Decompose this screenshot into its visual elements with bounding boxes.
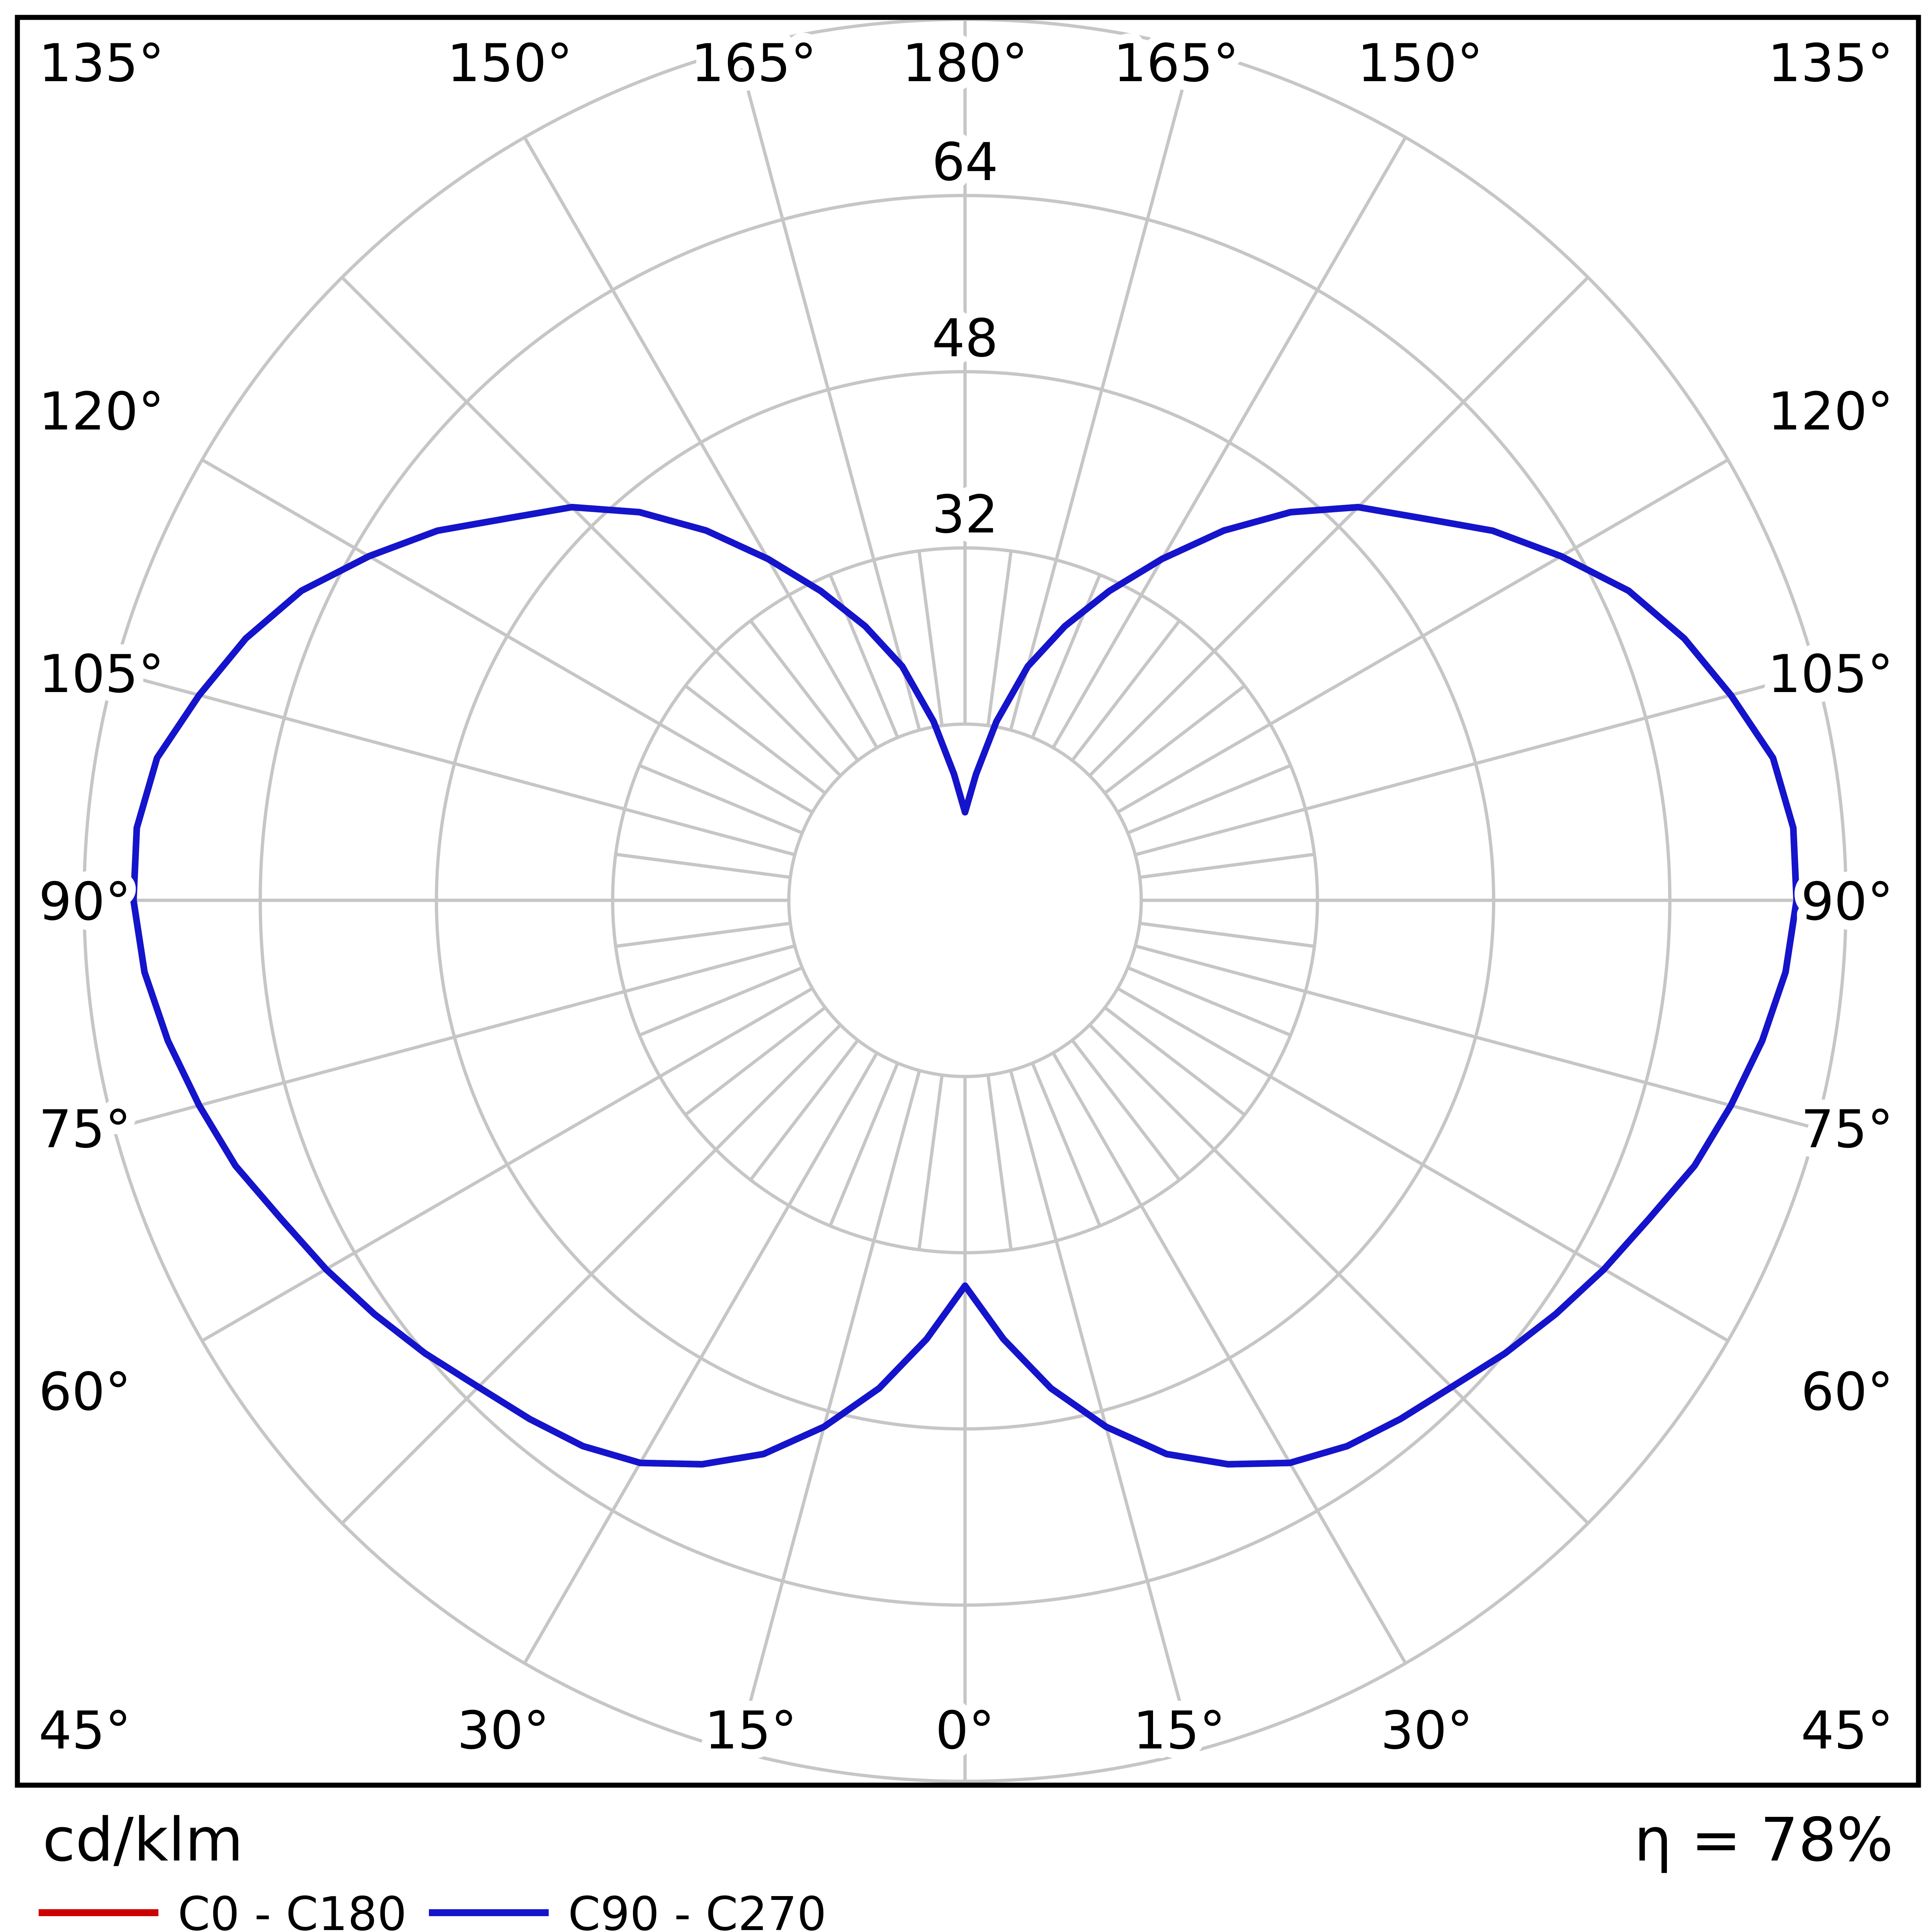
legend-label-c0-c180: C0 - C180 bbox=[178, 1888, 407, 1932]
grid-radial-minor-line bbox=[1139, 922, 1315, 948]
angle-label: 120° bbox=[1768, 381, 1893, 442]
angle-label: 15° bbox=[704, 1700, 797, 1761]
grid-radial-minor-line bbox=[1127, 966, 1291, 1037]
grid-radial-line bbox=[1134, 670, 1817, 857]
grid-radial-line bbox=[523, 1052, 879, 1664]
plot-border bbox=[15, 15, 1921, 1788]
grid-radial-minor-line bbox=[615, 852, 791, 879]
grid-radial-line bbox=[113, 670, 796, 857]
angle-label: 135° bbox=[1768, 33, 1893, 94]
grid-radial-line bbox=[1134, 944, 1817, 1130]
angle-label: 45° bbox=[39, 1700, 131, 1761]
grid-radial-minor-line bbox=[615, 922, 791, 948]
angle-label: 150° bbox=[447, 33, 573, 94]
grid-radial-minor-line bbox=[1104, 1006, 1246, 1116]
grid-radial-line bbox=[341, 276, 842, 777]
grid-radial-line bbox=[201, 987, 813, 1342]
angle-label: 75° bbox=[1801, 1099, 1893, 1160]
angle-label: 105° bbox=[1768, 644, 1893, 704]
grid-radial-line bbox=[1088, 276, 1589, 777]
grid-radial-minor-line bbox=[639, 966, 803, 1037]
units-label: cd/klm bbox=[43, 1805, 243, 1875]
ring-value-label: 32 bbox=[932, 484, 998, 545]
grid-radial-minor-line bbox=[684, 1006, 827, 1116]
angle-label: 180° bbox=[902, 33, 1028, 94]
ring-value-label: 48 bbox=[932, 308, 998, 369]
angle-label: 135° bbox=[39, 33, 164, 94]
grid-radial-minor-line bbox=[986, 551, 1013, 726]
angle-label: 60° bbox=[1801, 1362, 1893, 1422]
angle-label: 30° bbox=[457, 1700, 549, 1761]
grid-radial-minor-line bbox=[1071, 619, 1181, 762]
grid-radial-minor-line bbox=[1031, 1062, 1102, 1227]
angle-label: 75° bbox=[39, 1099, 131, 1160]
angle-label: 165° bbox=[1113, 33, 1239, 94]
grid-radial-line bbox=[1009, 49, 1195, 731]
grid-radial-minor-line bbox=[1127, 764, 1291, 835]
grid-radial-minor-line bbox=[828, 574, 899, 738]
grid-radial-minor-line bbox=[917, 1075, 944, 1250]
grid-radial-minor-line bbox=[1031, 574, 1102, 738]
grid-radial-line bbox=[735, 1070, 921, 1752]
grid-radial-line bbox=[1117, 458, 1729, 814]
angle-label: 15° bbox=[1133, 1700, 1225, 1761]
curves bbox=[130, 504, 1800, 1468]
grid-radial-minor-line bbox=[917, 551, 944, 726]
grid-radial-minor-line bbox=[1104, 684, 1246, 794]
angle-label: 0° bbox=[935, 1700, 995, 1761]
legend: C0 - C180 C90 - C270 bbox=[39, 1888, 827, 1932]
grid-radial-line bbox=[201, 458, 813, 814]
angle-label: 90° bbox=[1801, 871, 1893, 932]
angle-label: 165° bbox=[691, 33, 816, 94]
polar-grid bbox=[82, 17, 1848, 1783]
grid-radial-line bbox=[735, 49, 921, 731]
grid-radial-minor-line bbox=[1071, 1039, 1181, 1181]
grid-radial-minor-line bbox=[749, 1039, 859, 1181]
grid-ring bbox=[787, 722, 1143, 1078]
grid-radial-line bbox=[1117, 987, 1729, 1342]
grid-radial-minor-line bbox=[749, 619, 859, 762]
grid-radial-minor-line bbox=[639, 764, 803, 835]
grid-radial-line bbox=[1051, 1052, 1407, 1664]
grid-radial-minor-line bbox=[1139, 852, 1315, 879]
angle-label: 120° bbox=[39, 381, 164, 442]
grid-radial-line bbox=[1051, 136, 1407, 749]
efficiency-value: η = 78% bbox=[1634, 1805, 1893, 1875]
grid-radial-line bbox=[113, 944, 796, 1130]
curve-c90-c270 bbox=[130, 504, 1800, 1468]
legend-label-c90-c270: C90 - C270 bbox=[568, 1888, 827, 1932]
angle-label: 45° bbox=[1801, 1700, 1893, 1761]
grid-radial-line bbox=[341, 1024, 842, 1525]
grid-radial-line bbox=[523, 136, 879, 749]
angle-label: 105° bbox=[39, 644, 164, 704]
grid-radial-minor-line bbox=[986, 1075, 1013, 1250]
ring-value-label: 64 bbox=[932, 132, 998, 192]
grid-radial-minor-line bbox=[684, 684, 827, 794]
grid-radial-line bbox=[1009, 1070, 1195, 1752]
grid-radial-minor-line bbox=[828, 1062, 899, 1227]
axis-labels: 32 48 64 0° 15° 15° 30° 30° 45° 45° 60° 60° 75° 75° 90… bbox=[29, 23, 1903, 1770]
grid-radial-line bbox=[1088, 1024, 1589, 1525]
angle-label: 60° bbox=[39, 1362, 131, 1422]
angle-label: 150° bbox=[1357, 33, 1483, 94]
angle-label: 30° bbox=[1381, 1700, 1473, 1761]
angle-label: 90° bbox=[39, 871, 131, 932]
